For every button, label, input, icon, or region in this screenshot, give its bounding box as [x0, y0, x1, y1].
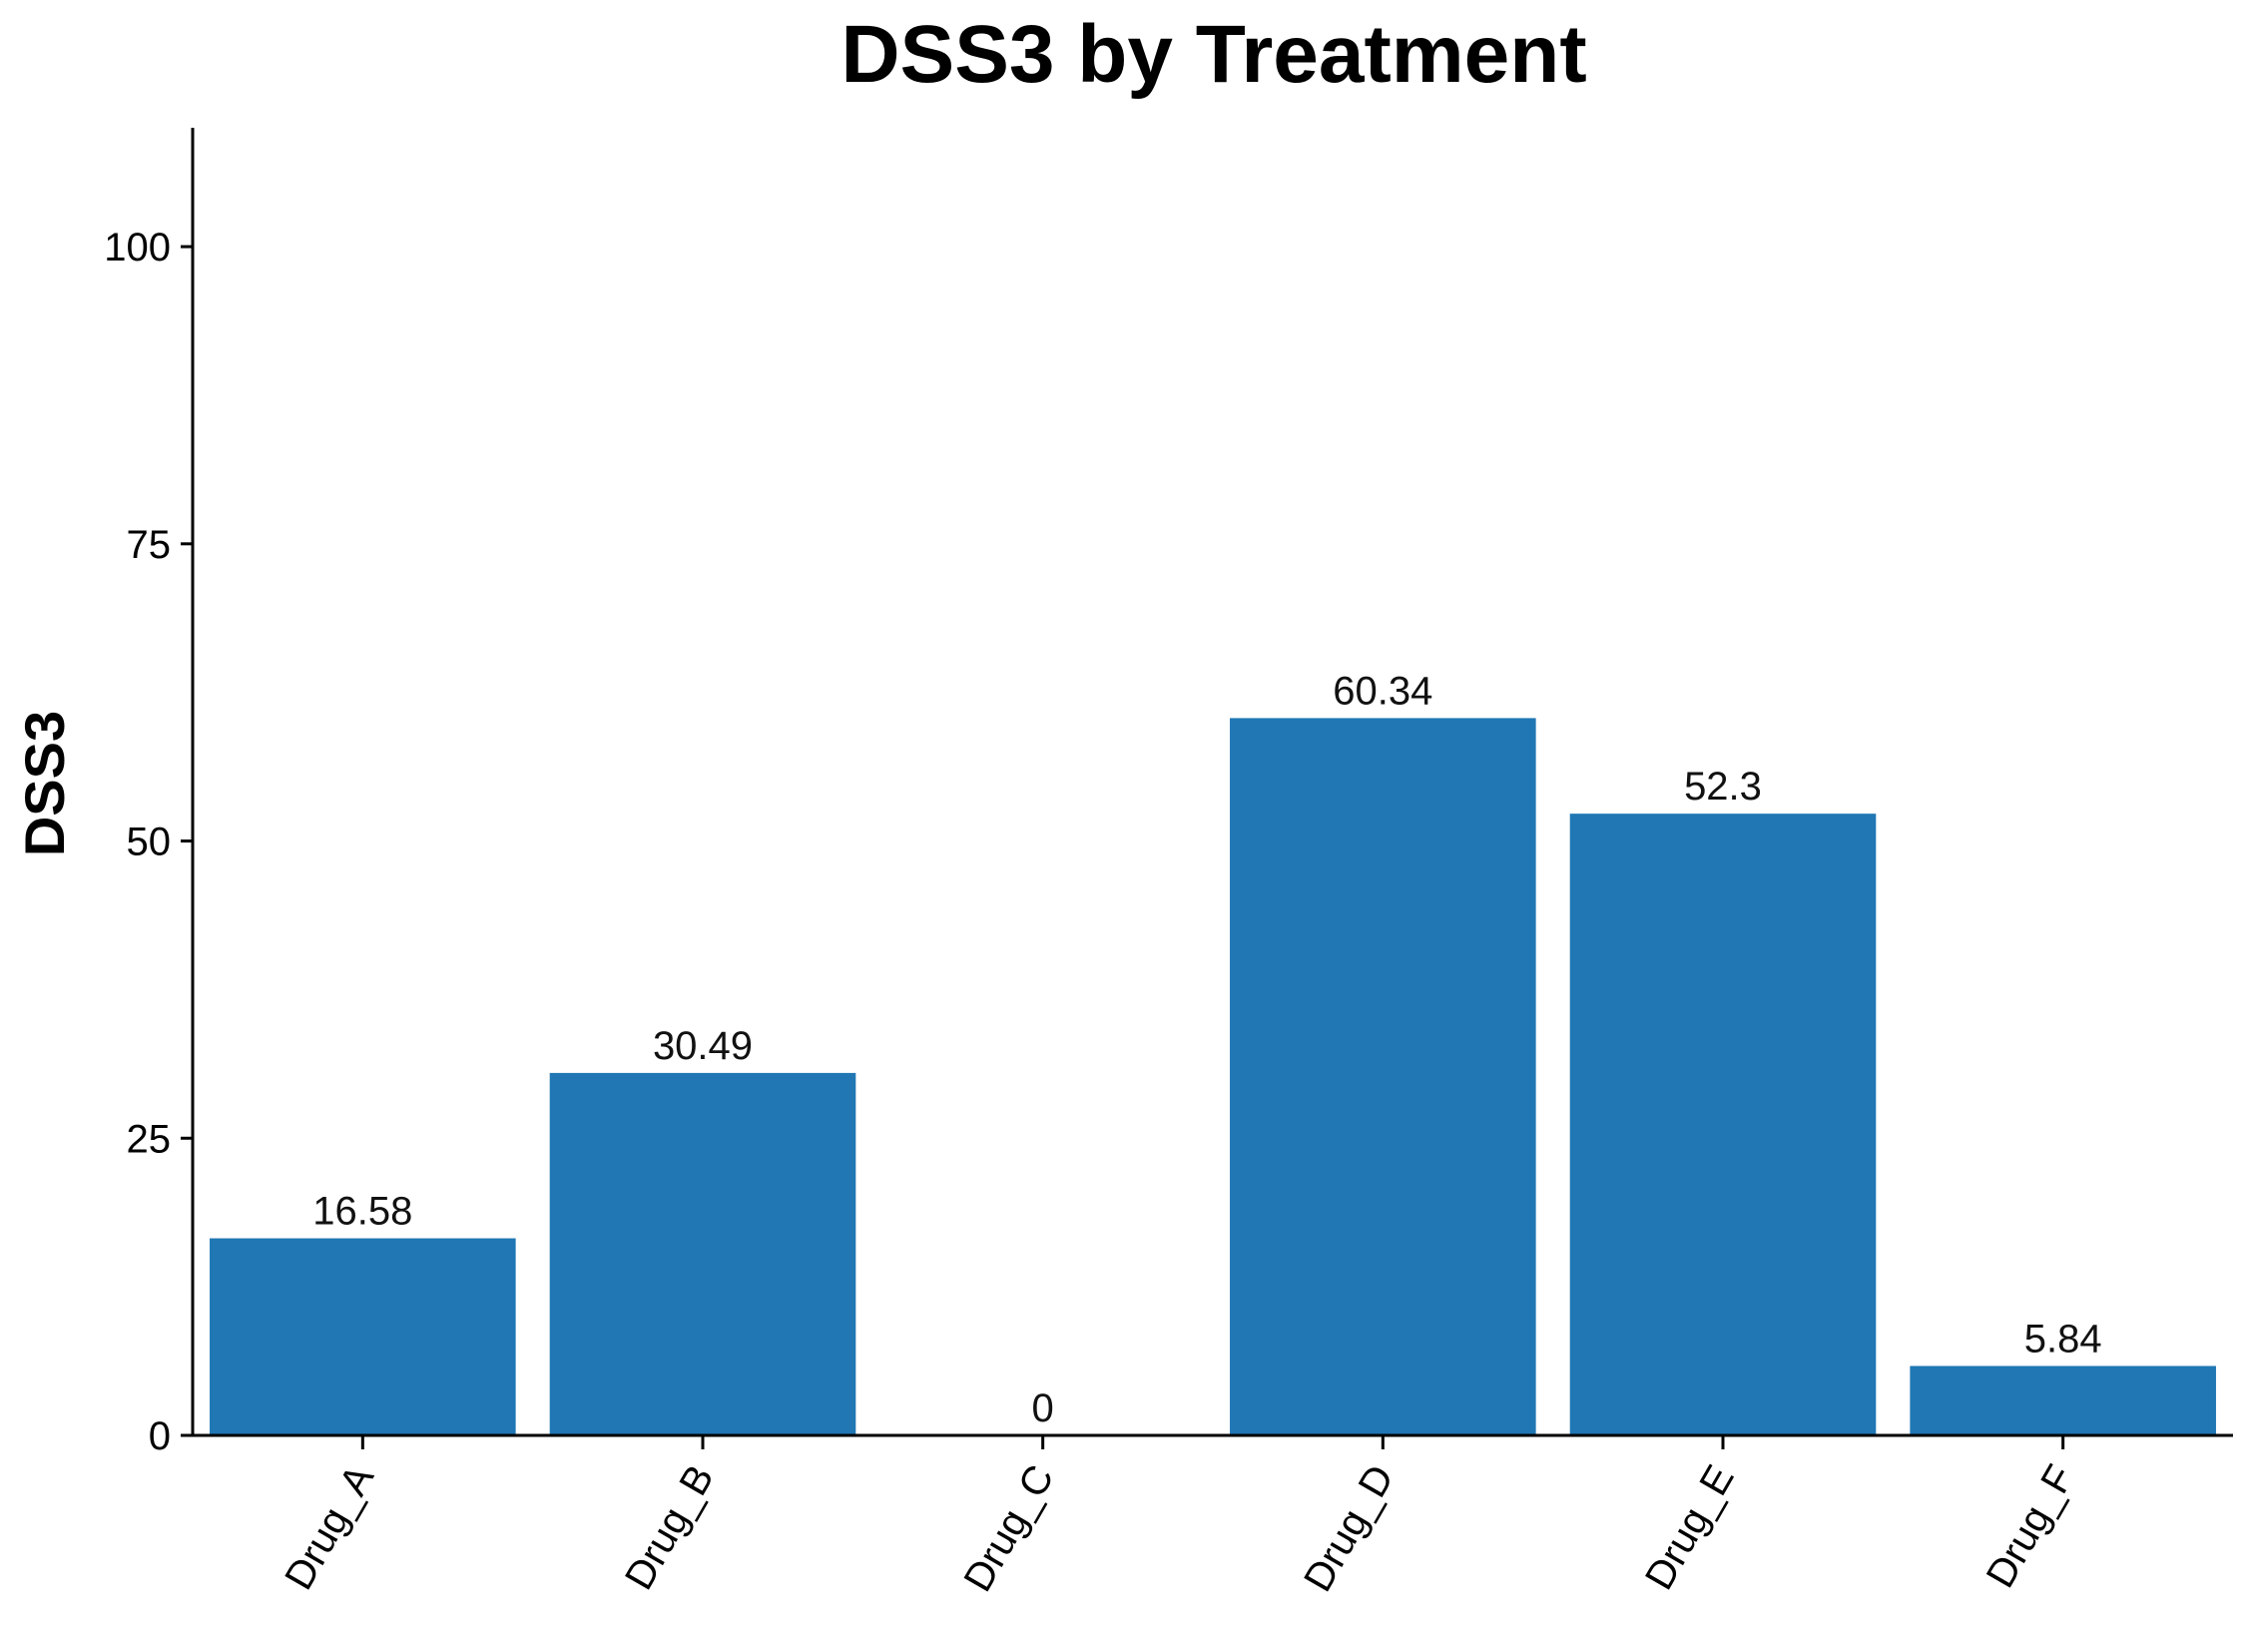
bar-drug-b — [549, 1072, 856, 1435]
x-tick-label: Drug_A — [277, 1457, 382, 1597]
data-label: 0 — [1032, 1386, 1054, 1430]
data-label: 52.3 — [1684, 765, 1762, 809]
y-axis: 0 25 50 75 100 — [104, 128, 195, 1458]
bar-drug-f — [1910, 1366, 2216, 1435]
x-tick-label: Drug_E — [1637, 1458, 1743, 1597]
y-tick-label: 100 — [104, 226, 171, 270]
bar-drug-e — [1569, 814, 1877, 1435]
x-tick-label: Drug_B — [617, 1458, 723, 1597]
y-tick-label: 25 — [127, 1117, 172, 1161]
y-tick-label: 75 — [127, 523, 172, 567]
data-labels-layer: 16.58 30.49 0 60.34 52.3 5.84 — [312, 669, 2101, 1430]
x-tick-label: Drug_C — [955, 1458, 1062, 1599]
bars-layer — [210, 718, 2216, 1435]
y-axis-title: DSS3 — [13, 711, 76, 856]
x-axis: Drug_A Drug_B Drug_C Drug_D Drug_E Drug_F — [191, 1433, 2233, 1599]
chart-title: DSS3 by Treatment — [841, 9, 1586, 100]
data-label: 16.58 — [312, 1190, 412, 1234]
y-tick-label: 50 — [127, 821, 172, 864]
bar-drug-a — [210, 1238, 516, 1435]
bar-drug-d — [1230, 718, 1536, 1435]
data-label: 60.34 — [1333, 669, 1432, 713]
x-tick-label: Drug_F — [1978, 1458, 2083, 1596]
x-tick-label: Drug_D — [1296, 1458, 1403, 1599]
data-label: 5.84 — [2024, 1317, 2102, 1361]
data-label: 30.49 — [653, 1024, 753, 1068]
y-tick-label: 0 — [149, 1414, 171, 1458]
